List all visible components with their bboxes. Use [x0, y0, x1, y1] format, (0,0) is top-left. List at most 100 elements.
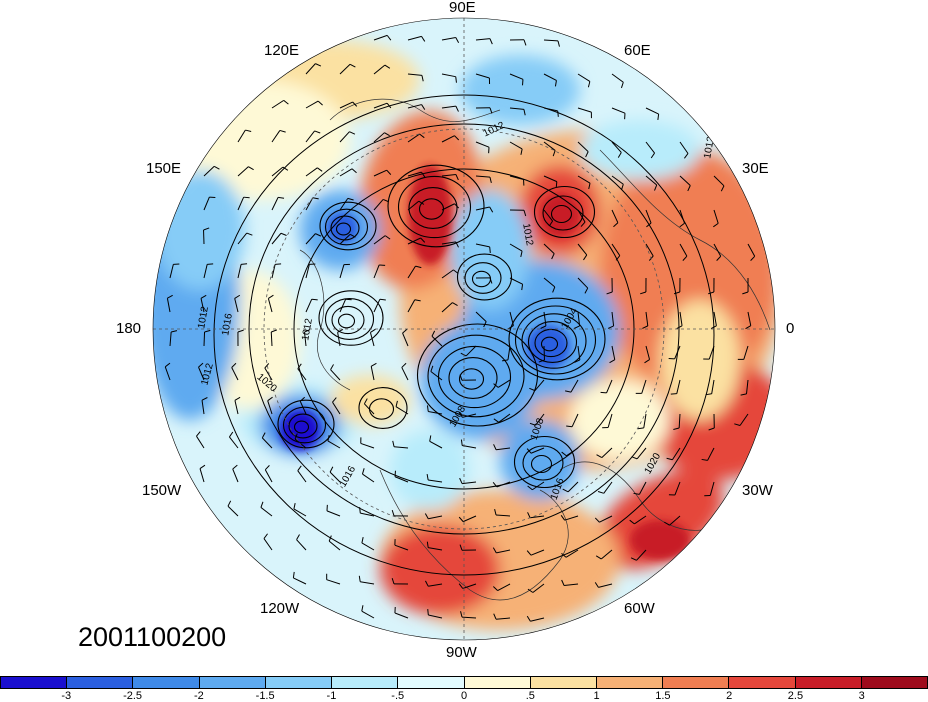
- wind-barb: [530, 515, 545, 519]
- wind-barb: [441, 241, 456, 245]
- wind-barb: [271, 197, 279, 211]
- wind-barb: [475, 206, 490, 211]
- wind-barb: [271, 166, 284, 177]
- wind-barb: [509, 73, 524, 80]
- wind-barb: [373, 132, 385, 143]
- wind-barb: [169, 332, 172, 347]
- wind-barb: [373, 64, 386, 75]
- lon-label-90e: 90E: [449, 0, 476, 16]
- colorbar-swatch-4: [265, 677, 333, 688]
- colorbar-tick-label: 3: [858, 690, 865, 702]
- wind-barb: [373, 34, 388, 41]
- wind-barb: [305, 63, 316, 75]
- wind-barb: [394, 544, 409, 551]
- wind-barb: [462, 515, 477, 523]
- wind-barb: [360, 442, 375, 449]
- wind-barb: [373, 199, 384, 211]
- wind-barb: [373, 264, 380, 279]
- wind-barb: [709, 481, 715, 496]
- wind-barb: [360, 512, 375, 517]
- wind-barb: [360, 581, 375, 585]
- wind-barb: [407, 133, 420, 143]
- colorbar-swatch-11: [729, 677, 796, 688]
- wind-barb: [679, 175, 691, 186]
- colorbar-tick-label: 0: [460, 690, 468, 702]
- wind-barb: [645, 311, 649, 326]
- wind-barb: [328, 540, 341, 551]
- wind-barb: [475, 311, 487, 322]
- wind-barb: [441, 36, 456, 41]
- wind-barb: [534, 379, 545, 391]
- wind-barb: [305, 167, 318, 177]
- wind-barb: [261, 437, 273, 449]
- wind-barb: [671, 447, 681, 461]
- wind-barb: [441, 105, 456, 109]
- wind-barb: [611, 141, 622, 153]
- wind-barb: [203, 165, 215, 177]
- wind-barb: [676, 379, 681, 394]
- wind-barb: [636, 549, 647, 561]
- wind-barb: [395, 406, 409, 415]
- wind-barb: [441, 302, 453, 313]
- wind-barb: [198, 366, 205, 381]
- wind-barb: [674, 481, 681, 496]
- wind-barb: [543, 243, 555, 254]
- wind-barb: [571, 413, 579, 427]
- colorbar-swatch-0: [1, 677, 68, 688]
- lon-label-60w: 60W: [624, 600, 655, 617]
- wind-barb: [564, 583, 579, 586]
- wind-barb: [530, 617, 545, 622]
- wind-barb: [326, 510, 341, 517]
- colorbar-tick-label: 1.5: [655, 690, 671, 702]
- wind-barb: [645, 209, 652, 224]
- lon-label-150e: 150E: [146, 160, 182, 177]
- wind-barb: [402, 332, 409, 347]
- wind-barb: [543, 141, 556, 151]
- wind-barb: [271, 99, 285, 109]
- wind-barb: [203, 331, 206, 347]
- wind-barb: [164, 366, 171, 381]
- colorbar-tick-label: -3: [61, 690, 72, 702]
- colorbar-swatch-3: [199, 677, 266, 688]
- wind-barb: [428, 614, 443, 619]
- wind-barb: [475, 243, 490, 248]
- wind-barb: [327, 440, 341, 449]
- wind-barb: [271, 130, 281, 143]
- wind-barb: [543, 39, 559, 42]
- wind-barb: [496, 549, 511, 554]
- wind-barb: [636, 447, 647, 460]
- wind-barb: [227, 505, 239, 517]
- wind-barb: [462, 445, 477, 449]
- wind-barb: [326, 579, 341, 585]
- wind-barb: [509, 243, 523, 252]
- lon-label-60e: 60E: [624, 42, 651, 59]
- wind-barb: [428, 479, 443, 483]
- wind-barb: [407, 35, 422, 41]
- wind-barb: [305, 299, 313, 313]
- wind-barb: [475, 73, 490, 79]
- wind-barb: [713, 311, 717, 326]
- wind-barb: [428, 583, 443, 587]
- wind-barb: [271, 232, 282, 245]
- colorbar-ticks: -3 -2.5 -2 -1.5 -1 -.5 0 .5 1 1.5 2 2.5 3: [0, 690, 928, 702]
- wind-barb: [339, 198, 349, 211]
- colorbar-swatch-13: [861, 677, 928, 688]
- wind-barb: [373, 299, 381, 313]
- wind-barb: [260, 507, 273, 517]
- wind-barb: [330, 369, 341, 381]
- wind-barb: [567, 481, 579, 493]
- wind-barb: [234, 298, 239, 313]
- wind-barb: [201, 400, 205, 415]
- wind-barb: [441, 203, 455, 211]
- wind-barb: [570, 379, 579, 393]
- lon-label-120e: 120E: [264, 42, 300, 59]
- wind-barb: [611, 311, 615, 326]
- wind-barb: [678, 413, 681, 429]
- wind-barb: [745, 379, 749, 394]
- colorbar-swatch-6: [398, 677, 465, 688]
- wind-barb: [607, 413, 613, 428]
- wind-barb: [543, 209, 554, 222]
- lon-label-180: 180: [116, 320, 142, 337]
- wind-barb: [645, 175, 658, 186]
- wind-barb: [497, 583, 511, 592]
